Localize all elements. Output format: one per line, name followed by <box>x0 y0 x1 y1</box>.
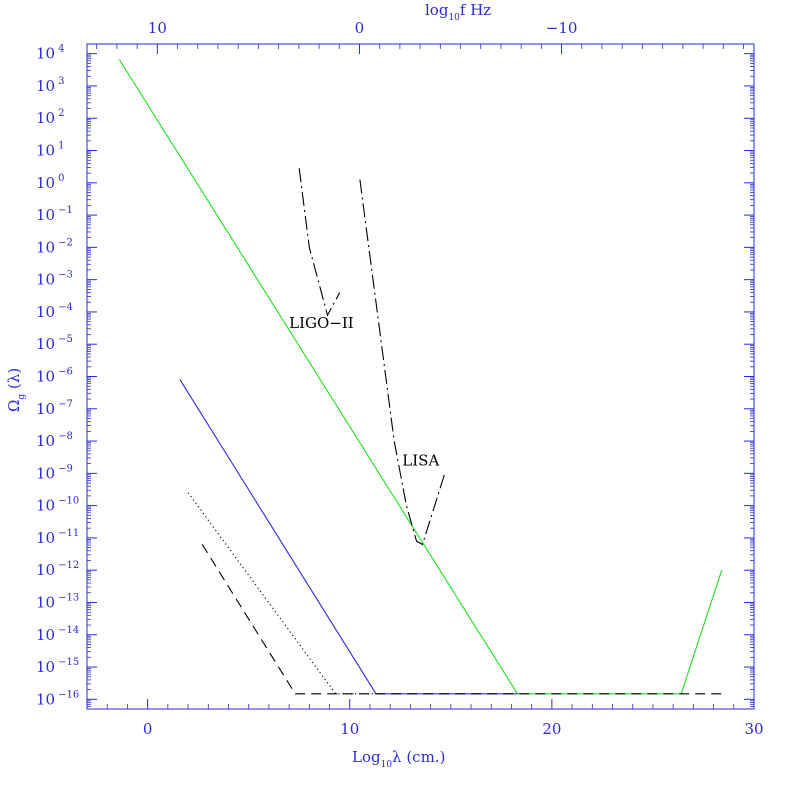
top-axis-title-sub: 10 <box>448 13 460 23</box>
y-tick-label: 10 −3 <box>36 270 73 289</box>
series-line-3 <box>187 492 376 695</box>
x-axis-title-main: Log <box>352 748 381 766</box>
y-tick-label: 10 −12 <box>36 560 79 579</box>
top-axis-title-rest: f Hz <box>460 1 491 19</box>
x-tick-label: 20 <box>542 720 561 738</box>
annotation-label: LISA <box>402 451 439 469</box>
top-axis-title-main: log <box>425 1 449 19</box>
series-layer <box>118 59 723 695</box>
y-tick-label: 10 4 <box>36 44 64 63</box>
y-tick-label: 10 0 <box>36 173 64 192</box>
y-axis-title-rest: (λ) <box>5 368 23 394</box>
x-axis-title-rest: λ (cm.) <box>392 748 445 766</box>
series-line-lisa <box>359 179 446 546</box>
x-tick-label: 0 <box>143 720 153 738</box>
series-line-4 <box>201 544 722 695</box>
top-tick-label: 10 <box>148 19 167 37</box>
y-tick-label: 10 −9 <box>36 463 73 482</box>
x-tick-label: 10 <box>340 720 359 738</box>
y-tick-label: 10 −6 <box>36 367 73 386</box>
y-tick-label: 10 −15 <box>36 657 79 676</box>
x-axis-title: Log10λ (cm.) <box>352 748 445 770</box>
top-tick-label: 0 <box>355 19 365 37</box>
y-tick-label: 10 1 <box>36 141 64 160</box>
y-tick-label: 10 −7 <box>36 399 73 418</box>
y-tick-label: 10 −8 <box>36 431 73 450</box>
y-tick-label: 10 −5 <box>36 334 73 353</box>
y-tick-label: 10 −2 <box>36 237 73 256</box>
y-axis-title: Ωg (λ) <box>5 368 27 412</box>
y-tick-label: 10 −16 <box>36 689 79 708</box>
top-axis-title: log10f Hz <box>425 1 491 23</box>
x-axis-title-sub: 10 <box>381 760 393 770</box>
plot-frame <box>86 43 755 710</box>
y-tick-label: 10 −13 <box>36 592 79 611</box>
major-ticks <box>87 44 755 709</box>
labels-layer: 10 410 310 210 110 010 −110 −210 −310 −410 −510 −61… <box>36 19 764 738</box>
y-tick-label: 10 −14 <box>36 625 79 644</box>
series-line-ligo-ii <box>298 168 341 317</box>
y-tick-label: 10 −11 <box>36 528 79 547</box>
series-line-2 <box>179 379 518 695</box>
annotation-label: LIGO−II <box>289 314 354 332</box>
top-tick-label: −10 <box>546 19 578 37</box>
minor-ticks <box>86 44 754 709</box>
y-tick-label: 10 3 <box>36 76 64 95</box>
y-tick-label: 10 −4 <box>36 302 73 321</box>
y-axis-title-sub: g <box>17 394 27 400</box>
series-line-1 <box>118 59 723 695</box>
x-tick-label: 30 <box>744 720 763 738</box>
y-tick-label: 10 2 <box>36 108 64 127</box>
y-tick-label: 10 −1 <box>36 205 73 224</box>
y-axis-title-main: Ω <box>5 400 23 412</box>
y-tick-label: 10 −10 <box>36 496 79 515</box>
